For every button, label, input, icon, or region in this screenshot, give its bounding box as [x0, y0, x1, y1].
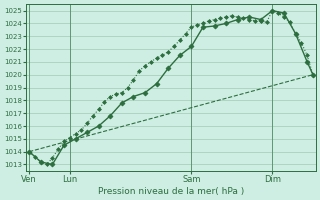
X-axis label: Pression niveau de la mer( hPa ): Pression niveau de la mer( hPa ): [98, 187, 244, 196]
